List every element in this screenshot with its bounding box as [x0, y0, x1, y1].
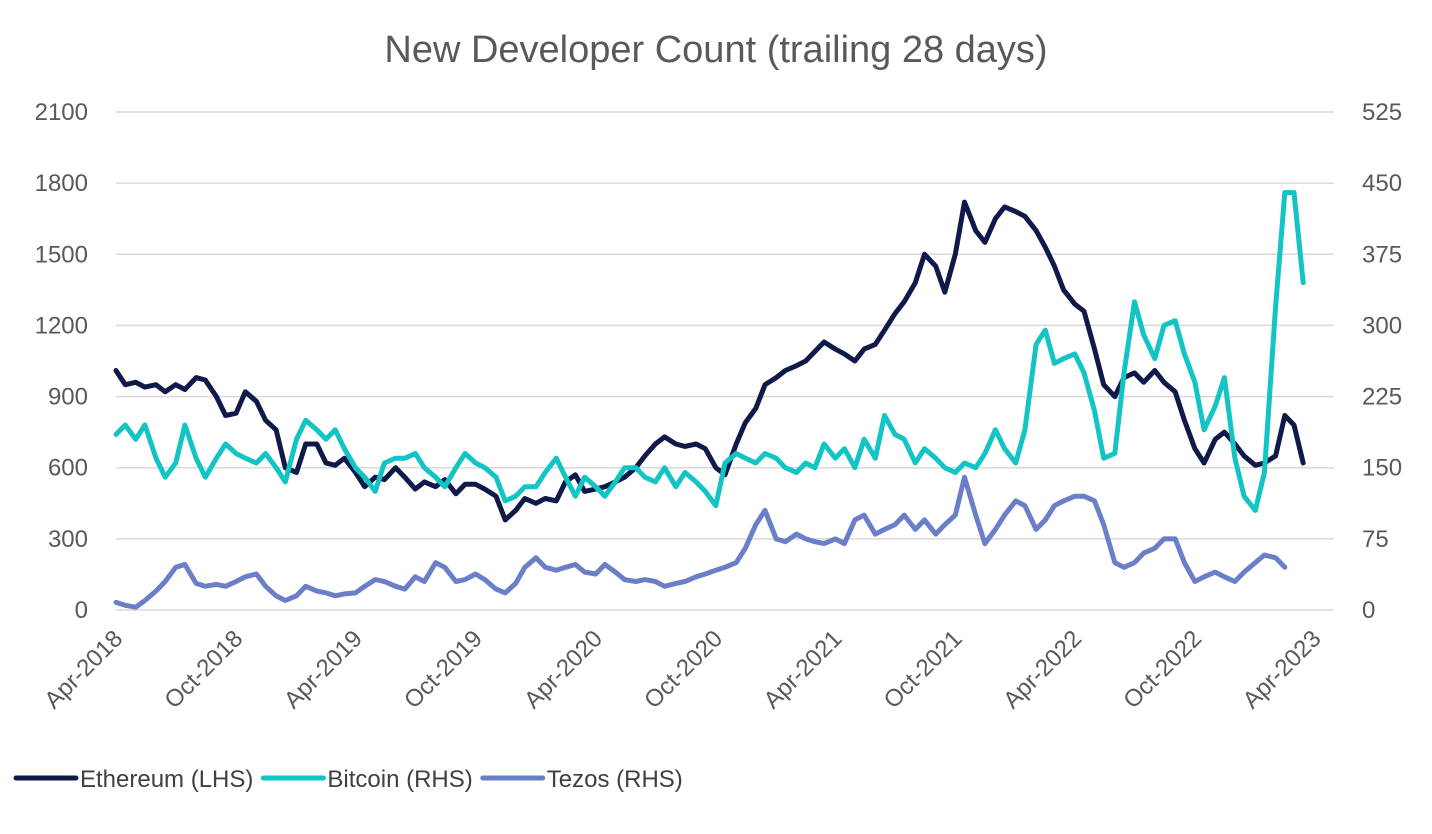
series-line-bitcoin [113, 190, 1306, 513]
x-tick-label: Oct-2020 [639, 625, 728, 714]
x-tick-label: Oct-2018 [159, 625, 248, 714]
x-tick-label: Apr-2018 [39, 625, 128, 714]
x-axis-ticks: Apr-2018 Oct-2018 Apr-2019 Oct-2019 Apr-2020… [39, 625, 1326, 714]
x-tick-label: Apr-2020 [519, 625, 608, 714]
x-tick-label: Oct-2019 [399, 625, 488, 714]
left-tick-label: 2100 [35, 99, 88, 126]
legend-label: Tezos (RHS) [547, 766, 683, 793]
left-tick-label: 900 [48, 384, 88, 411]
right-axis-ticks: 0 75 150 225 300 375 450 525 [1362, 99, 1402, 624]
left-axis-ticks: 0 300 600 900 1200 1500 1800 2100 [35, 99, 88, 624]
legend-label: Ethereum (LHS) [80, 766, 253, 793]
right-tick-label: 450 [1362, 170, 1402, 197]
right-tick-label: 525 [1362, 99, 1402, 126]
left-tick-label: 1200 [35, 312, 88, 339]
x-tick-label: Apr-2019 [279, 625, 368, 714]
series-line-tezos [113, 474, 1288, 610]
chart-title: New Developer Count (trailing 28 days) [384, 29, 1047, 71]
right-tick-label: 75 [1362, 526, 1389, 553]
x-tick-label: Apr-2022 [998, 625, 1087, 714]
left-tick-label: 600 [48, 455, 88, 482]
left-tick-label: 0 [75, 597, 88, 624]
right-tick-label: 300 [1362, 312, 1402, 339]
right-tick-label: 150 [1362, 455, 1402, 482]
left-tick-label: 1500 [35, 241, 88, 268]
x-tick-label: Oct-2021 [879, 625, 968, 714]
grid [116, 111, 1334, 611]
left-tick-label: 1800 [35, 170, 88, 197]
x-tick-label: Apr-2021 [759, 625, 848, 714]
right-tick-label: 375 [1362, 241, 1402, 268]
x-tick-label: Oct-2022 [1118, 625, 1207, 714]
legend-label: Bitcoin (RHS) [327, 766, 472, 793]
right-tick-label: 225 [1362, 384, 1402, 411]
legend: Ethereum (LHS) Bitcoin (RHS) Tezos (RHS) [13, 766, 683, 793]
right-tick-label: 0 [1362, 597, 1375, 624]
left-tick-label: 300 [48, 526, 88, 553]
series-lines [113, 190, 1306, 610]
x-tick-label: Apr-2023 [1238, 625, 1327, 714]
series-line-ethereum [113, 199, 1306, 523]
